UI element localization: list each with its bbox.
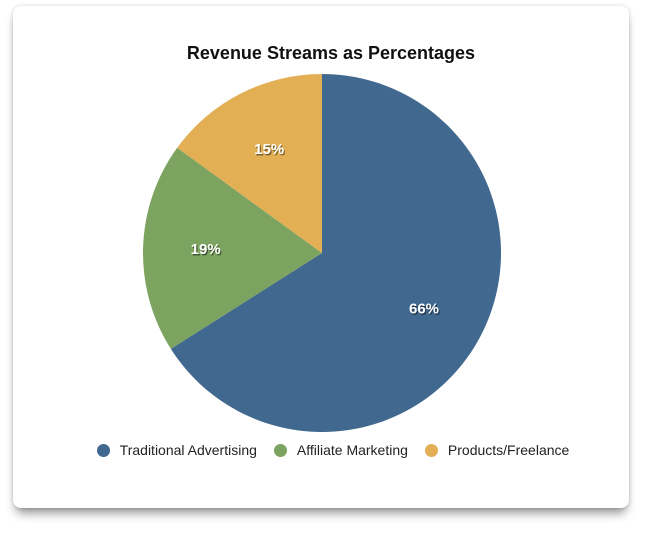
slice-label-traditional-advertising: 66%	[409, 301, 439, 318]
pie-slice-traditional-advertising	[170, 74, 502, 432]
chart-title: Revenue Streams as Percentages	[186, 43, 476, 63]
slice-label-affiliate-marketing: 19%	[192, 242, 222, 259]
legend-dot-icon	[96, 443, 110, 457]
legend-label: Products/Freelance	[447, 442, 570, 458]
legend-item-traditional-advertising: Traditional Advertising	[96, 442, 257, 458]
chart-card: Revenue Streams as Percentages 66% 66% 19%…	[13, 6, 629, 508]
pie-slice-products-freelance	[177, 74, 322, 253]
legend: Traditional Advertising Affiliate Marketi…	[37, 442, 629, 458]
legend-label: Traditional Advertising	[119, 442, 257, 458]
pie-slice-affiliate-marketing	[143, 147, 322, 349]
legend-dot-icon	[273, 443, 287, 457]
legend-item-products-freelance: Products/Freelance	[424, 442, 570, 458]
slice-label-affiliate-marketing: 19%	[191, 241, 221, 258]
slice-label-products-freelance: 15%	[254, 141, 284, 158]
legend-item-affiliate-marketing: Affiliate Marketing	[273, 442, 408, 458]
legend-label: Affiliate Marketing	[296, 442, 408, 458]
legend-dot-icon	[424, 443, 438, 457]
slice-label-products-freelance: 15%	[255, 142, 285, 159]
slice-label-traditional-advertising: 66%	[410, 302, 440, 319]
pie-chart: 66%66%19%19%15%15%	[143, 74, 502, 432]
